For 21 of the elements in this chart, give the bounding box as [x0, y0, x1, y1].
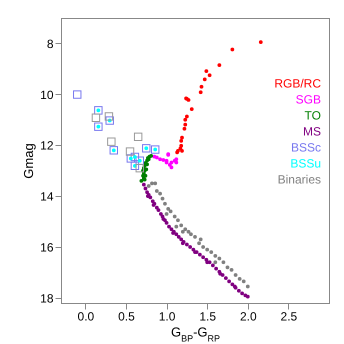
y-tick-label: 12 — [40, 138, 54, 153]
x-axis-title: G$_{BP}$-G$_{RP}$ — [170, 324, 220, 344]
y-tick-label: 16 — [40, 240, 54, 255]
text: RGB/RC — [274, 76, 322, 91]
x-tick-label: 2.5 — [280, 310, 298, 324]
text: Binaries — [278, 172, 321, 187]
y-tick-label: 14 — [40, 190, 54, 204]
x-tick-label: 2.0 — [240, 310, 257, 324]
x-tick-label: 1.5 — [199, 310, 216, 324]
y-tick-label: 10 — [40, 88, 54, 102]
y-tick-label: 8 — [46, 36, 54, 51]
text: TO — [304, 108, 321, 123]
text: BSSc — [290, 140, 321, 155]
y-axis-title: Gmag — [21, 143, 36, 179]
text: SGB — [296, 92, 321, 107]
y-tick-label: 18 — [40, 291, 54, 306]
x-tick-label: 0.5 — [118, 310, 136, 324]
x-tick-label: 0.0 — [78, 310, 95, 324]
text: BSSu — [290, 156, 321, 171]
text: MS — [303, 124, 321, 139]
x-tick-label: 1.0 — [158, 310, 176, 324]
